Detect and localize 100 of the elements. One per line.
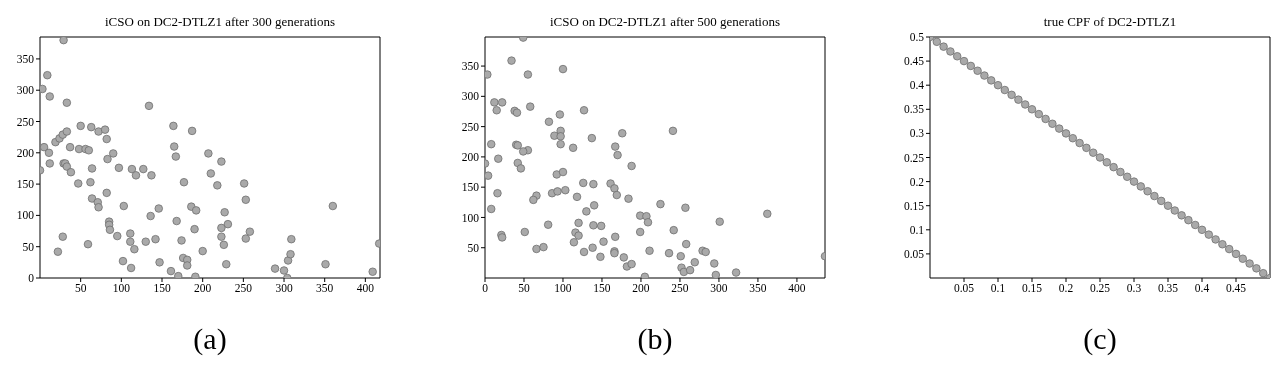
point xyxy=(1048,119,1057,128)
chart-title: true CPF of DC2-DTLZ1 xyxy=(1042,14,1178,30)
x-tick-label: 300 xyxy=(710,282,728,295)
x-tick-label: 0.1 xyxy=(990,282,1006,295)
y-tick-label: 100 xyxy=(461,211,480,224)
point xyxy=(1034,109,1043,119)
y-tick-label: 150 xyxy=(16,178,35,191)
point xyxy=(1041,114,1050,124)
point xyxy=(1068,134,1077,143)
x-tick-label: 50 xyxy=(518,282,530,295)
x-tick-label: 0.45 xyxy=(1225,282,1247,295)
y-tick-label: 50 xyxy=(22,240,35,253)
y-tick-label: 150 xyxy=(461,181,480,194)
point xyxy=(1191,220,1200,230)
x-tick-label: 0.4 xyxy=(1194,282,1210,295)
y-tick-label: 350 xyxy=(461,60,480,73)
y-tick-label: 50 xyxy=(467,241,480,254)
point xyxy=(1225,244,1234,254)
x-tick-label: 350 xyxy=(316,282,334,295)
point xyxy=(1218,240,1227,249)
point xyxy=(1075,138,1084,148)
point xyxy=(987,76,996,85)
text: (b) xyxy=(636,322,674,356)
point xyxy=(1129,177,1139,186)
chart-title: iCSO on DC2-DTLZ1 after 500 generations xyxy=(549,14,781,30)
y-tick-label: 300 xyxy=(461,90,480,103)
x-tick-label: 300 xyxy=(275,282,293,295)
point xyxy=(1061,129,1071,138)
y-tick-label: 0.1 xyxy=(909,223,925,236)
point xyxy=(966,61,975,71)
x-tick-label: 400 xyxy=(356,282,375,295)
point xyxy=(980,71,989,80)
x-tick-label: 150 xyxy=(593,282,611,295)
y-tick-label: 0.3 xyxy=(909,127,925,140)
point xyxy=(1055,124,1064,133)
y-tick-label: 0.45 xyxy=(903,55,925,68)
point xyxy=(1157,196,1166,206)
y-tick-label: 100 xyxy=(16,209,35,222)
point xyxy=(1123,172,1132,181)
x-tick-label: 250 xyxy=(671,282,689,295)
point xyxy=(1177,211,1186,220)
point xyxy=(1116,167,1125,177)
y-tick-label: 250 xyxy=(16,115,35,128)
point xyxy=(1027,105,1037,114)
y-tick-label: 0.25 xyxy=(903,151,925,164)
x-tick-label: 0.3 xyxy=(1126,282,1142,295)
y-tick-label: 200 xyxy=(16,146,35,159)
x-tick-label: 50 xyxy=(74,282,87,295)
point xyxy=(1007,90,1016,100)
y-tick-label: 0.15 xyxy=(903,199,925,212)
x-tick-label: 0.2 xyxy=(1058,282,1074,295)
y-tick-label: 300 xyxy=(16,84,35,97)
x-tick-label: 0.15 xyxy=(1021,282,1043,295)
x-tick-label: 200 xyxy=(632,282,650,295)
point xyxy=(1014,95,1023,104)
x-tick-label: 200 xyxy=(194,282,212,295)
y-tick-label: 0.2 xyxy=(909,175,925,188)
point xyxy=(1150,191,1159,201)
y-tick-label: 250 xyxy=(461,120,480,133)
point xyxy=(953,52,962,61)
y-tick-label: 0 xyxy=(28,272,35,285)
point xyxy=(1204,230,1213,239)
y-tick-label: 350 xyxy=(16,52,35,65)
point xyxy=(973,66,982,75)
point xyxy=(946,47,955,56)
y-tick-label: 0.5 xyxy=(909,31,925,44)
text: (c) xyxy=(1082,322,1118,356)
point xyxy=(1136,182,1145,191)
x-tick-label: 350 xyxy=(749,282,767,295)
point xyxy=(932,37,941,47)
point xyxy=(1143,187,1152,196)
point xyxy=(993,81,1003,90)
point xyxy=(959,56,969,66)
x-tick-label: 150 xyxy=(153,282,171,295)
y-tick-label: 200 xyxy=(461,150,480,163)
x-tick-label: 0.25 xyxy=(1089,282,1111,295)
point xyxy=(1245,259,1254,268)
point xyxy=(1238,254,1247,263)
x-tick-label: 0.35 xyxy=(1157,282,1179,295)
x-tick-label: 0.05 xyxy=(953,282,975,295)
point xyxy=(1021,100,1030,109)
x-tick-label: 100 xyxy=(554,282,572,295)
point xyxy=(939,42,948,51)
x-tick-label: 100 xyxy=(112,282,131,295)
x-tick-label: 250 xyxy=(234,282,253,295)
y-tick-label: 0.05 xyxy=(903,247,925,260)
point xyxy=(1184,215,1193,225)
point xyxy=(1211,235,1220,244)
point xyxy=(1231,249,1241,259)
y-tick-label: 0.4 xyxy=(909,79,925,92)
point xyxy=(1089,148,1098,157)
text: (a) xyxy=(192,322,228,356)
point xyxy=(1259,268,1268,278)
y-tick-label: 0.35 xyxy=(903,103,925,116)
point xyxy=(1170,206,1179,215)
point xyxy=(1109,162,1118,172)
point xyxy=(1082,143,1091,153)
point xyxy=(1252,264,1261,273)
x-tick-label: 0 xyxy=(482,282,489,295)
point xyxy=(1102,158,1111,167)
